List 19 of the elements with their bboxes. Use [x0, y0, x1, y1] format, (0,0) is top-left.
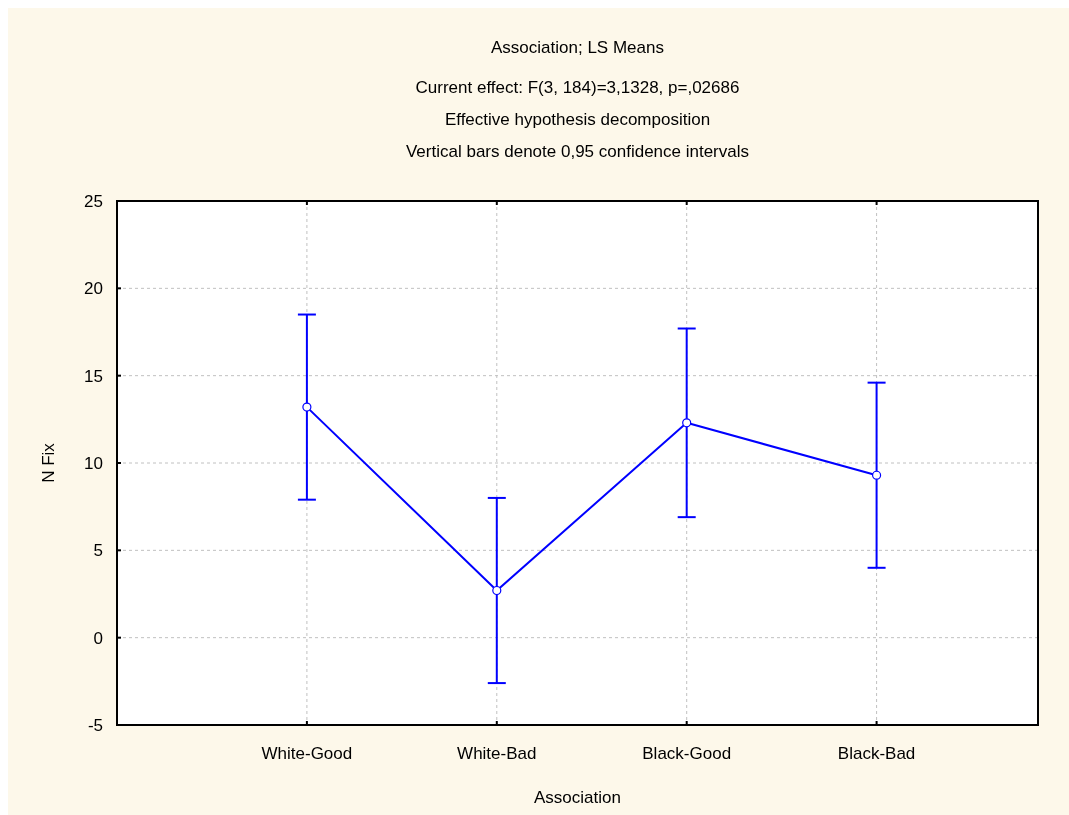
y-axis-title: N Fix: [39, 442, 58, 483]
point: [302, 402, 312, 412]
chart-subtitle: Current effect: F(3, 184)=3,1328, p=,02686 Effective hypothesis decomposition Vertical bars denote 0,95 confidence intervals: [405, 78, 750, 161]
y-tick-label: 5: [93, 541, 103, 561]
x-axis-title: Association: [534, 788, 621, 807]
point: [492, 585, 502, 596]
y-tick-label: 0: [93, 628, 103, 648]
point: [872, 470, 882, 480]
x-tick-label: White-Bad: [457, 744, 537, 763]
point: [682, 418, 692, 428]
x-tick-label: White-Good: [261, 744, 353, 763]
y-tick-label: 20: [84, 279, 103, 299]
y-tick-label: 15: [84, 366, 103, 386]
x-tick-label: Black-Bad: [837, 744, 916, 763]
y-tick-label: 25: [84, 191, 103, 211]
x-tick-label: Black-Good: [642, 744, 732, 763]
chart-title: Association; LS Means: [491, 38, 664, 57]
y-tick-label: -5: [87, 715, 103, 735]
y-tick-label: 10: [84, 453, 103, 473]
